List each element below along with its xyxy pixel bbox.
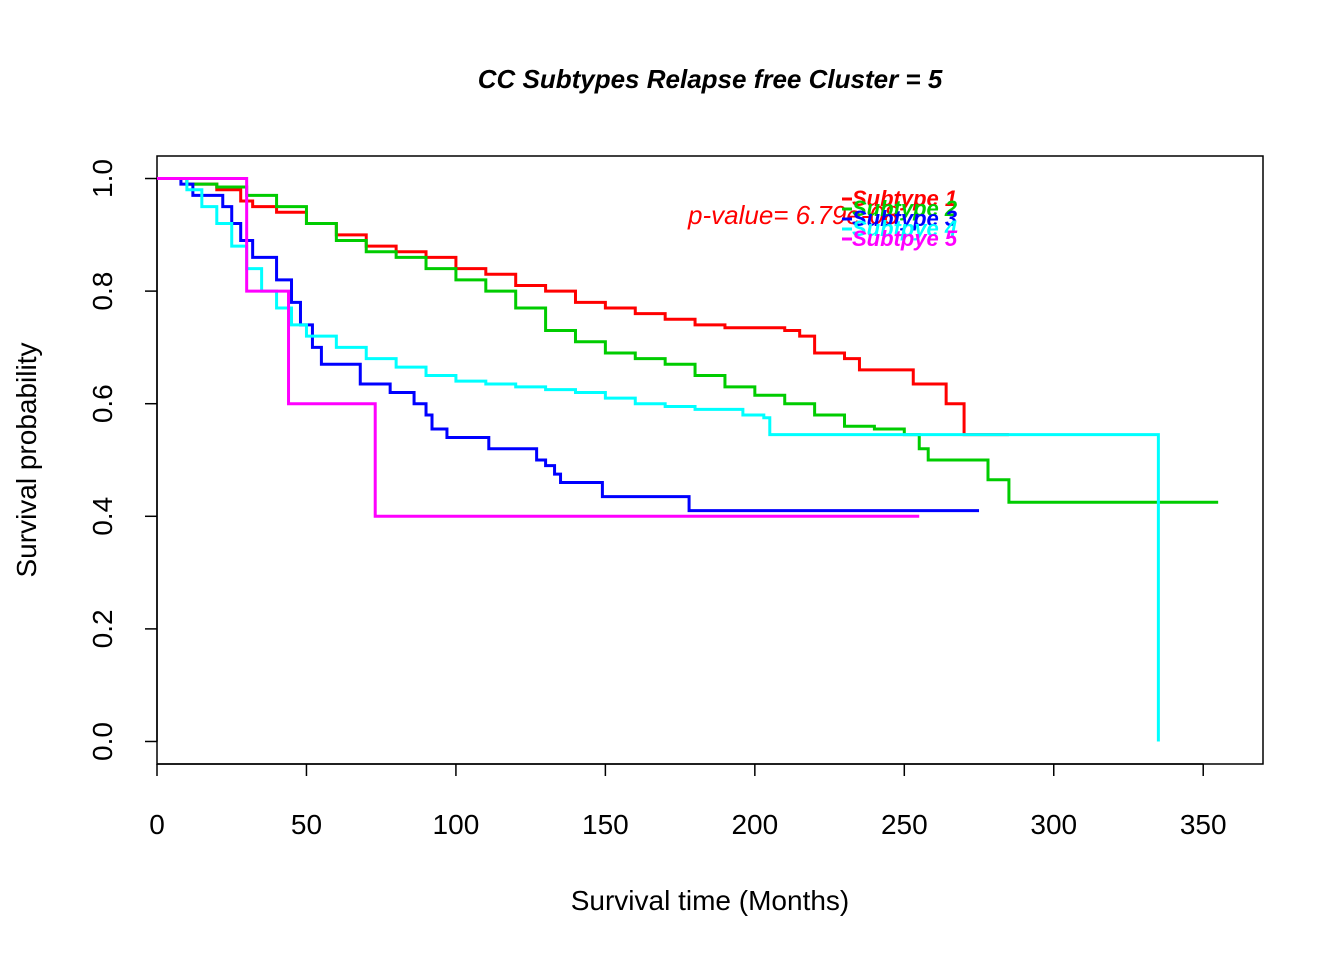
x-tick-label: 150 [582,809,629,840]
y-tick-label: 0.8 [87,272,118,311]
legend-label: Subtpye 5 [852,226,958,251]
chart-title: CC Subtypes Relapse free Cluster = 5 [478,64,943,94]
x-tick-label: 350 [1180,809,1227,840]
series-line-1 [157,177,1009,437]
y-tick-label: 0.0 [87,722,118,761]
y-tick-label: 1.0 [87,159,118,198]
y-axis: 0.0 0.2 0.4 0.6 0.8 1.0 [87,159,158,761]
x-tick-label: 250 [881,809,928,840]
series-line-5 [157,177,920,518]
y-tick-label: 0.2 [87,609,118,648]
x-tick-label: 50 [291,809,322,840]
legend-label: Subtpye 4 [852,216,957,241]
x-axis: 0 50 100 150 200 250 300 350 [149,763,1227,840]
y-tick-label: 0.4 [87,497,118,536]
x-axis-label: Survival time (Months) [571,885,850,916]
series-line-4 [157,177,1160,742]
p-value-annotation: p-value= 6.79e-08 [687,200,899,230]
y-tick-label: 0.6 [87,384,118,423]
legend-label: Subtype 1 [852,186,957,211]
series-line-2 [157,177,1219,504]
plot-frame [156,155,1264,765]
legend-label: Subtype 2 [852,196,958,221]
x-tick-label: 0 [149,809,165,840]
legend-label: Subtype 3 [852,206,957,231]
series-layer [157,177,1219,742]
x-tick-label: 300 [1030,809,1077,840]
x-tick-label: 200 [731,809,778,840]
y-axis-label: Survival probability [11,343,42,578]
x-tick-label: 100 [433,809,480,840]
